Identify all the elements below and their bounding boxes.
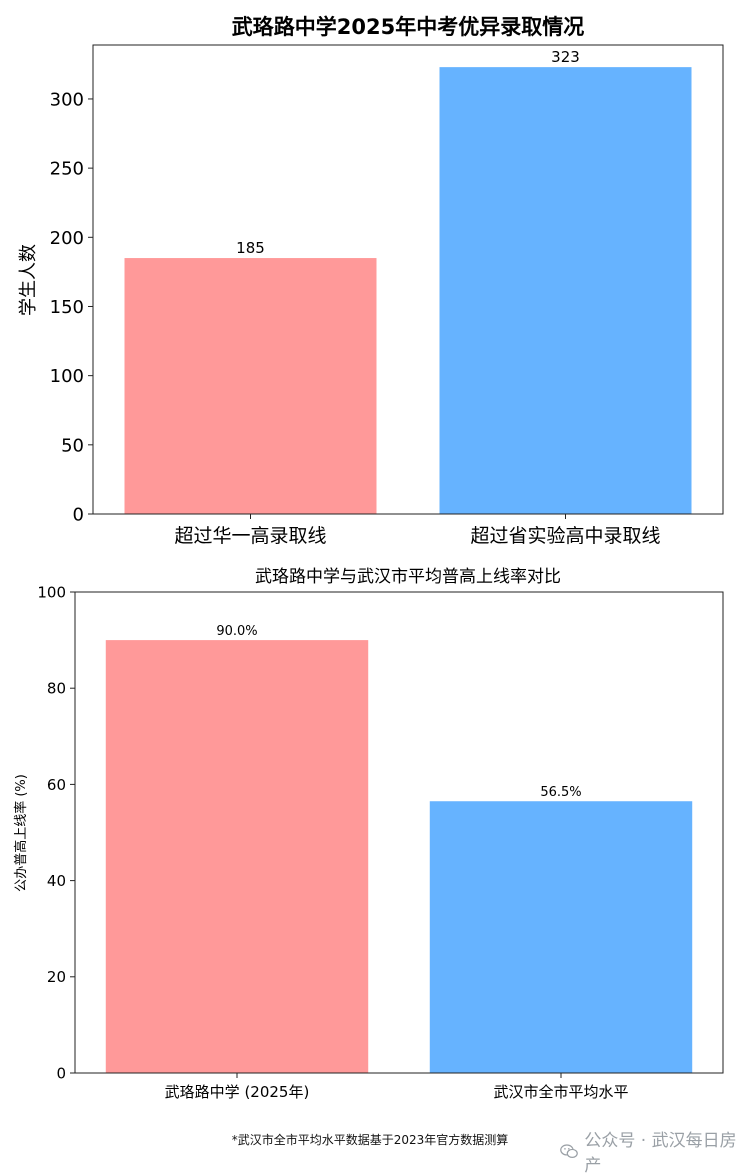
y-axis-label: 学生人数 [18, 244, 39, 316]
bar [124, 258, 377, 514]
y-tick-label: 20 [47, 968, 66, 986]
y-tick-label: 100 [50, 366, 84, 387]
x-tick-label: 武汉市全市平均水平 [493, 1083, 628, 1101]
x-tick-label: 武珞路中学 (2025年) [165, 1083, 310, 1101]
y-tick-label: 0 [73, 504, 84, 525]
y-axis-label: 公办普高上线率 (%) [13, 774, 29, 892]
y-tick-label: 100 [37, 583, 66, 601]
chart-pass-rate: 武珞路中学与武汉市平均普高上线率对比 公办普高上线率 (%) 0 20 40 60 80… [13, 567, 724, 1101]
x-tick-label: 超过省实验高中录取线 [470, 525, 660, 547]
x-tick-label: 超过华一高录取线 [174, 525, 326, 547]
chart-student-count: 武珞路中学2025年中考优异录取情况 学生人数 0 50 100 150 200 250 3… [18, 15, 724, 547]
bar [429, 801, 693, 1073]
y-tick-label: 150 [50, 297, 84, 318]
y-tick-label: 60 [47, 776, 66, 794]
watermark-text: 公众号 · 武汉每日房产 [584, 1131, 737, 1176]
y-tick-label: 50 [61, 435, 84, 456]
plot-frame [92, 44, 724, 515]
bar [439, 67, 692, 515]
watermark: 公众号 · 武汉每日房产 [560, 1126, 740, 1176]
chart-title: 武珞路中学与武汉市平均普高上线率对比 [255, 567, 561, 587]
wechat-icon [560, 1143, 578, 1158]
y-tick-label: 80 [47, 680, 66, 698]
y-tick-label: 0 [56, 1064, 66, 1082]
y-tick-label: 300 [50, 89, 84, 110]
footnote: *武汉市全市平均水平数据基于2023年官方数据测算 [231, 1133, 509, 1147]
y-tick-label: 200 [50, 228, 84, 249]
data-label: 56.5% [540, 785, 581, 800]
data-label: 185 [236, 239, 265, 257]
bar [105, 640, 369, 1073]
y-tick-label: 250 [50, 159, 84, 180]
plot-frame [74, 591, 724, 1074]
y-tick-label: 40 [47, 872, 66, 890]
data-label: 323 [551, 48, 580, 66]
chart-title: 武珞路中学2025年中考优异录取情况 [232, 15, 584, 39]
data-label: 90.0% [216, 624, 257, 639]
